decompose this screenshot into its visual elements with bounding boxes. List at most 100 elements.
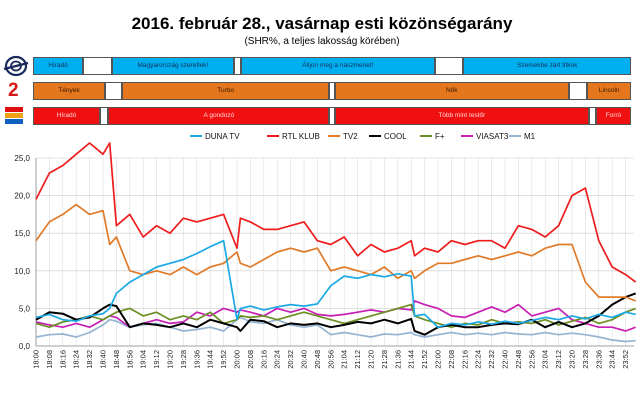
x-tick-label: 20:24	[273, 350, 282, 369]
x-tick-label: 20:00	[233, 350, 242, 369]
x-tick-label: 18:48	[112, 350, 121, 369]
x-tick-label: 18:56	[125, 350, 134, 369]
program-block: Híradó	[33, 57, 84, 75]
program-block: Magyarország szeretlek!	[111, 57, 234, 75]
y-tick-label: 5,0	[19, 304, 31, 313]
program-block: Több mint testőr	[334, 107, 590, 125]
program-block: Lincoln	[587, 82, 631, 100]
program-gap	[329, 107, 335, 125]
x-tick-label: 22:24	[474, 350, 483, 369]
x-tick-label: 18:08	[45, 350, 54, 369]
x-tick-label: 23:04	[541, 350, 550, 369]
program-gap	[435, 57, 464, 75]
x-tick-label: 21:28	[380, 350, 389, 369]
series-line-duna-tv	[35, 239, 636, 329]
x-tick-label: 19:44	[206, 350, 215, 369]
program-block: Nők	[334, 82, 569, 100]
x-tick-label: 22:56	[527, 350, 536, 369]
x-tick-label: 18:40	[99, 350, 108, 369]
y-tick-label: 20,0	[14, 192, 30, 201]
line-chart: 18:00 18:08 18:16 18:24 18:32 18:40 18:48 18:56…	[14, 132, 637, 369]
legend-item: F+	[420, 132, 445, 141]
legend-label: DUNA TV	[205, 132, 240, 141]
x-tick-label: 23:12	[554, 350, 563, 369]
x-tick-label: 21:20	[367, 350, 376, 369]
tv2-logo	[3, 55, 29, 77]
x-tick-label: 20:56	[326, 350, 335, 369]
x-tick-label: 20:48	[313, 350, 322, 369]
program-block: Forró	[595, 107, 631, 125]
series-line-tv2	[35, 203, 636, 302]
program-block: Híradó	[33, 107, 100, 125]
legend-label: M1	[524, 132, 536, 141]
legend-item: DUNA TV	[190, 132, 240, 141]
y-tick-label: 0,0	[19, 342, 31, 351]
x-tick-label: 18:32	[85, 350, 94, 369]
x-tick-label: 23:36	[594, 350, 603, 369]
x-tick-label: 18:00	[32, 350, 41, 369]
program-gap	[329, 82, 335, 100]
program-gap	[100, 107, 109, 125]
program-block: Tények	[33, 82, 106, 100]
rtl-klub-logo: 2	[3, 79, 29, 101]
svg-text:2: 2	[8, 80, 19, 101]
legend-item: VIASAT3	[461, 132, 509, 141]
rtl-klub-logo	[3, 104, 29, 126]
y-tick-label: 10,0	[14, 267, 30, 276]
x-tick-label: 21:12	[353, 350, 362, 369]
x-tick-label: 21:04	[340, 350, 349, 369]
x-tick-label: 21:44	[407, 350, 416, 369]
x-tick-label: 23:20	[568, 350, 577, 369]
program-block: Turbo	[121, 82, 330, 100]
x-tick-label: 22:48	[514, 350, 523, 369]
legend-label: TV2	[343, 132, 358, 141]
x-tick-label: 19:28	[179, 350, 188, 369]
x-tick-label: 19:36	[192, 350, 201, 369]
program-gap	[83, 57, 112, 75]
series-line-rtl-klub	[35, 142, 637, 283]
x-tick-label: 22:32	[487, 350, 496, 369]
x-tick-label: 19:04	[139, 350, 148, 369]
legend-label: COOL	[384, 132, 407, 141]
x-tick-label: 22:08	[447, 350, 456, 369]
program-gap	[234, 57, 241, 75]
program-block: A gondozó	[108, 107, 330, 125]
x-tick-label: 23:28	[581, 350, 590, 369]
legend-label: RTL KLUB	[282, 132, 320, 141]
legend-item: RTL KLUB	[267, 132, 320, 141]
series-line-cool	[35, 292, 637, 336]
x-tick-label: 22:16	[460, 350, 469, 369]
legend-label: VIASAT3	[476, 132, 509, 141]
x-tick-label: 22:00	[434, 350, 443, 369]
legend-item: TV2	[328, 132, 358, 141]
program-gap	[105, 82, 122, 100]
program-row: Híradó Magyarország szeretlek! Álljon meg …	[33, 57, 631, 75]
x-tick-label: 20:40	[300, 350, 309, 369]
x-tick-label: 19:52	[219, 350, 228, 369]
x-tick-label: 20:08	[246, 350, 255, 369]
program-row: Híradó A gondozó Több mint testőr Forró	[33, 107, 631, 125]
program-gap	[589, 107, 596, 125]
x-tick-label: 18:24	[72, 350, 81, 369]
legend-label: F+	[435, 132, 445, 141]
x-tick-label: 19:20	[166, 350, 175, 369]
y-tick-label: 15,0	[14, 229, 30, 238]
x-tick-label: 20:16	[259, 350, 268, 369]
chart-title: 2016. február 28., vasárnap esti közönsé…	[131, 14, 513, 33]
legend-item: M1	[509, 132, 536, 141]
y-tick-label: 25,0	[14, 154, 30, 163]
chart-subtitle: (SHR%, a teljes lakosság körében)	[244, 36, 400, 47]
program-block: Álljon meg a nászmenet!	[240, 57, 435, 75]
x-tick-label: 21:52	[420, 350, 429, 369]
legend-item: COOL	[369, 132, 407, 141]
x-tick-label: 20:32	[286, 350, 295, 369]
x-tick-label: 23:52	[621, 350, 630, 369]
x-tick-label: 23:44	[608, 350, 617, 369]
program-block: Szemekbe zárt titkok	[463, 57, 631, 75]
x-tick-label: 19:12	[152, 350, 161, 369]
x-tick-label: 18:16	[58, 350, 67, 369]
series-line-f-	[35, 303, 636, 329]
x-tick-label: 22:40	[501, 350, 510, 369]
program-gap	[569, 82, 588, 100]
program-row: Tények Turbo Nők Lincoln	[33, 82, 631, 100]
